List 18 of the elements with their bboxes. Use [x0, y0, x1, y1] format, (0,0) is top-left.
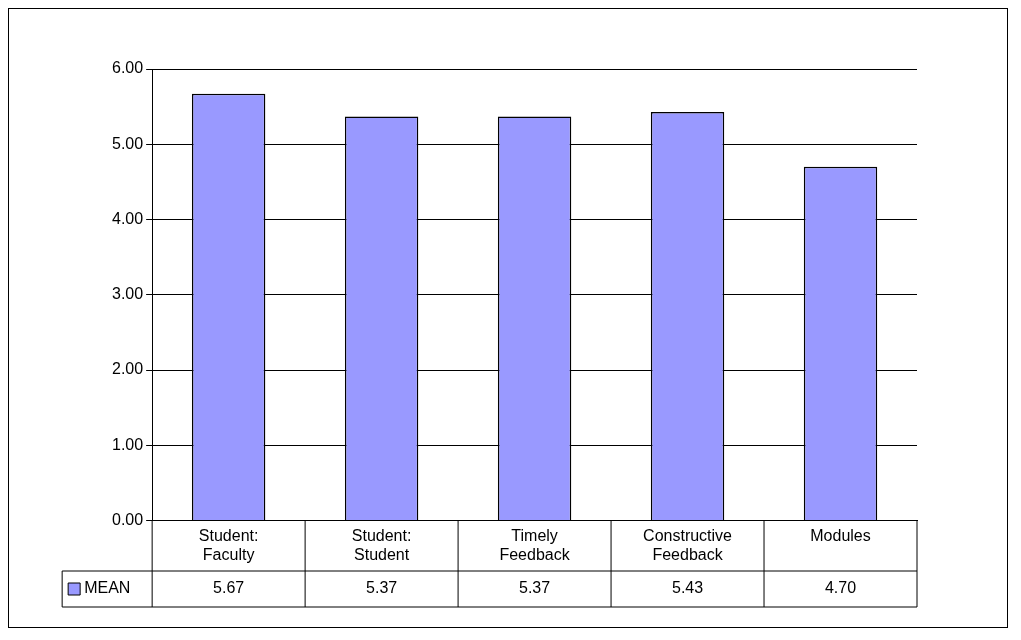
x-tick-label: Timely Feedback	[499, 526, 571, 563]
data-label: 5.37	[519, 579, 551, 597]
x-tick-label: Constructive Feedback	[643, 526, 733, 563]
y-tick-label: 6.00	[112, 59, 144, 77]
y-tick-label: 4.00	[112, 209, 144, 227]
data-label: 5.43	[671, 579, 704, 597]
x-tick-label: Student: Student	[351, 526, 412, 563]
y-tick-label: 5.00	[112, 134, 144, 152]
legend-label: MEAN	[84, 579, 131, 597]
y-tick-label: 3.00	[112, 285, 144, 303]
data-label: 5.37	[366, 579, 398, 597]
y-tick-label: 0.00	[112, 511, 144, 529]
data-label: 4.70	[824, 579, 857, 597]
y-tick-label: 1.00	[112, 435, 144, 453]
x-tick-label: Student: Faculty	[198, 526, 259, 563]
data-label: 5.67	[213, 579, 245, 597]
y-tick-label: 2.00	[112, 360, 144, 378]
x-tick-label: Modules	[810, 526, 871, 544]
